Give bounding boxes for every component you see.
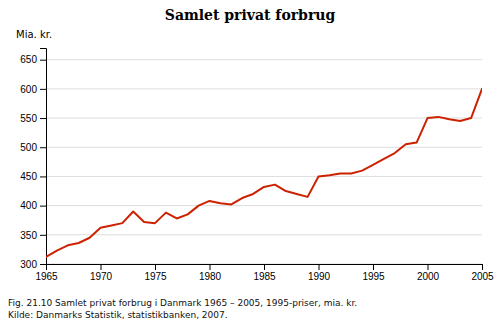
data-line (46, 89, 482, 257)
y-tick-mark (40, 176, 46, 177)
y-tick-label: 650 (20, 54, 37, 65)
x-tick: 1995 (362, 264, 385, 282)
y-tick-mark (40, 60, 46, 61)
x-tick: 2005 (471, 264, 494, 282)
x-axis: 1965 1970 1975 1980 1985 1990 1995 2000 2005 (35, 264, 494, 282)
x-tick-mark (210, 264, 211, 270)
x-tick: 1990 (308, 264, 331, 282)
grid (46, 60, 482, 264)
x-tick-mark (319, 264, 320, 270)
y-axis: 300 350 400 450 500 550 600 650 (20, 49, 46, 270)
chart-svg: 1965197019751980198519901995200020053003… (0, 0, 500, 326)
y-tick: 350 (20, 230, 46, 241)
y-tick-label: 300 (20, 259, 37, 270)
x-tick: 1985 (253, 264, 276, 282)
x-tick-label: 1975 (144, 271, 167, 282)
x-tick: 1970 (90, 264, 113, 282)
x-tick-label: 1970 (90, 271, 113, 282)
y-axis-line (40, 49, 47, 265)
y-tick: 550 (20, 113, 46, 124)
y-tick-mark (40, 89, 46, 90)
x-tick-label: 2005 (471, 271, 494, 282)
x-tick-label: 1985 (253, 271, 276, 282)
grid-line (46, 59, 482, 60)
x-tick-mark (155, 264, 156, 270)
y-tick: 300 (20, 259, 46, 270)
grid-line (46, 205, 482, 206)
x-tick-mark (101, 264, 102, 270)
y-axis-label: Mia. kr. (16, 29, 52, 40)
x-tick-label: 2000 (417, 271, 440, 282)
y-tick-mark (40, 235, 46, 236)
x-tick-mark (373, 264, 374, 270)
x-tick-label: 1965 (35, 271, 58, 282)
grid-line (46, 118, 482, 119)
x-tick: 1980 (199, 264, 222, 282)
x-tick-mark (482, 264, 483, 270)
y-tick-label: 500 (20, 142, 37, 153)
y-tick-label: 600 (20, 84, 37, 95)
marks (46, 89, 482, 257)
y-tick: 600 (20, 84, 46, 95)
x-tick-label: 1995 (362, 271, 385, 282)
y-tick-label: 550 (20, 113, 37, 124)
grid-line (46, 234, 482, 235)
y-tick-mark (40, 264, 46, 265)
y-tick-mark (40, 118, 46, 119)
y-tick: 500 (20, 142, 46, 153)
y-tick-mark (40, 206, 46, 207)
x-tick-mark (264, 264, 265, 270)
caption: Kilde: Danmarks Statistik, statistikbank… (8, 310, 228, 320)
y-tick-label: 350 (20, 230, 37, 241)
y-tick: 450 (20, 171, 46, 182)
grid-line (46, 176, 482, 177)
x-axis-line (47, 265, 483, 271)
y-tick: 650 (20, 54, 46, 65)
caption: Fig. 21.10 Samlet privat forbrug i Danma… (8, 298, 357, 308)
title: Samlet privat forbrug (165, 7, 336, 23)
plot-area: 1965197019751980198519901995200020053003… (20, 49, 494, 283)
x-tick: 1975 (144, 264, 167, 282)
x-tick: 2000 (417, 264, 440, 282)
grid-line (46, 88, 482, 89)
y-tick-label: 450 (20, 171, 37, 182)
x-tick-mark (428, 264, 429, 270)
y-tick-mark (40, 147, 46, 148)
chart-container: 1965197019751980198519901995200020053003… (0, 0, 500, 326)
y-tick: 400 (20, 200, 46, 211)
x-tick-label: 1980 (199, 271, 222, 282)
x-tick-label: 1990 (308, 271, 331, 282)
grid-line (46, 147, 482, 148)
y-tick-label: 400 (20, 200, 37, 211)
x-tick: 1965 (35, 264, 58, 282)
